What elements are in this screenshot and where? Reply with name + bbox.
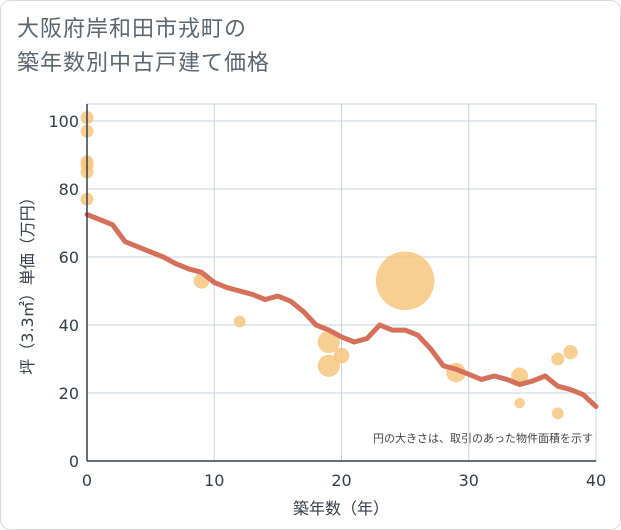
- data-point: [551, 352, 565, 366]
- data-point: [563, 345, 578, 360]
- chart-title-line2: 築年数別中古戸建て価格: [17, 51, 271, 76]
- x-tick-label: 0: [82, 471, 92, 490]
- size-note: 円の大きさは、取引のあった物件面積を示す: [373, 431, 593, 445]
- chart-title-line1: 大阪府岸和田市戎町の: [17, 17, 248, 42]
- chart-title: 大阪府岸和田市戎町の 築年数別中古戸建て価格: [17, 13, 517, 81]
- data-point: [317, 354, 340, 377]
- x-tick-labels: 0 10 20 30 40: [82, 471, 606, 490]
- data-point: [375, 251, 435, 311]
- x-axis-label: 築年数（年）: [293, 499, 389, 518]
- y-tick-label: 0: [69, 452, 79, 471]
- y-tick-label: 40: [59, 316, 79, 335]
- grid-lines: [87, 104, 596, 461]
- x-tick-label: 30: [459, 471, 479, 490]
- y-tick-label: 60: [59, 248, 79, 267]
- y-tick-labels: 0 20 40 60 80 100: [48, 112, 79, 471]
- y-axis-label: 坪（3.3㎡）単価（万円）: [18, 189, 37, 374]
- data-point: [514, 398, 525, 409]
- data-point: [551, 407, 564, 420]
- data-point: [333, 347, 350, 364]
- x-tick-label: 40: [586, 471, 606, 490]
- y-tick-label: 80: [59, 180, 79, 199]
- x-tick-label: 10: [204, 471, 224, 490]
- data-point: [317, 330, 340, 354]
- y-tick-label: 20: [59, 384, 79, 403]
- trend-line: [84, 212, 599, 410]
- y-tick-label: 100: [48, 112, 79, 131]
- data-point: [233, 315, 246, 328]
- x-tick-label: 20: [331, 471, 351, 490]
